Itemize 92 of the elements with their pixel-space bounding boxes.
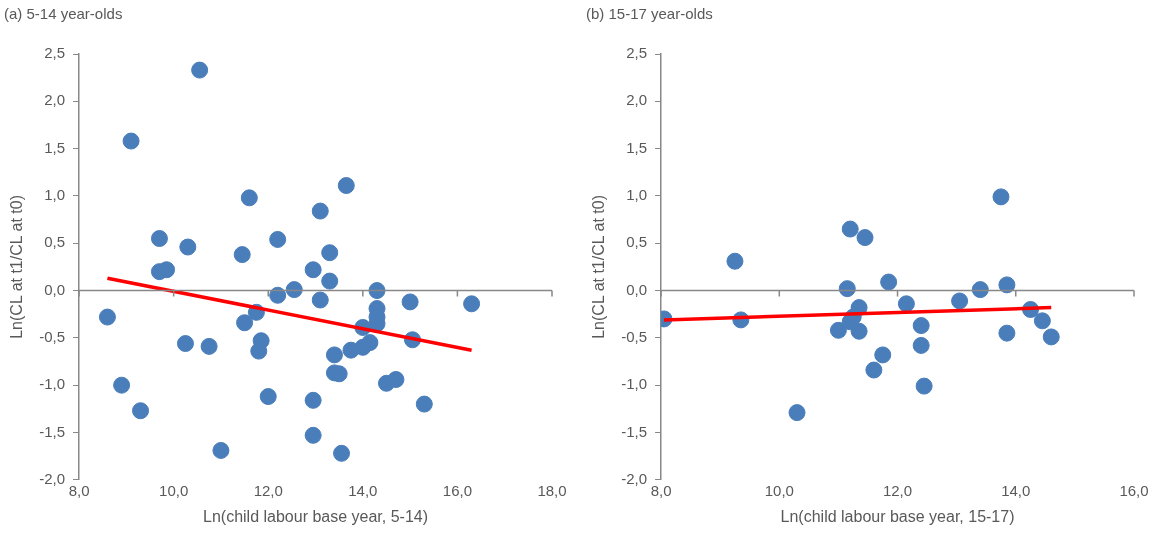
point bbox=[252, 332, 270, 350]
y-tick-label: 1,5 bbox=[44, 138, 66, 156]
x-axis-title: Ln(child labour base year, 5-14) bbox=[203, 507, 429, 525]
x-tick-label: 8,0 bbox=[650, 481, 672, 499]
point bbox=[897, 295, 915, 313]
point bbox=[1042, 328, 1060, 346]
x-tick-label: 10,0 bbox=[159, 481, 189, 499]
y-tick-label: -0,5 bbox=[621, 328, 648, 346]
point bbox=[337, 177, 355, 195]
x-tick-label: 16,0 bbox=[1119, 481, 1149, 499]
point bbox=[236, 314, 254, 332]
y-tick-label: -1,0 bbox=[621, 375, 648, 393]
y-tick-label: 2,5 bbox=[626, 44, 648, 62]
y-tick-label: 2,5 bbox=[44, 44, 66, 62]
chart-title: (b) 15-17 year-olds bbox=[586, 5, 713, 23]
chart-title: (a) 5-14 year-olds bbox=[4, 5, 123, 23]
point bbox=[829, 321, 847, 339]
point bbox=[788, 404, 806, 422]
x-tick-label: 14,0 bbox=[348, 481, 378, 499]
point bbox=[912, 317, 930, 335]
y-tick-label: -1,0 bbox=[39, 375, 66, 393]
point bbox=[311, 202, 329, 220]
point bbox=[865, 361, 883, 379]
point bbox=[259, 388, 277, 406]
point bbox=[304, 426, 322, 444]
point bbox=[415, 395, 433, 413]
point bbox=[200, 337, 218, 355]
y-tick-label: -0,5 bbox=[39, 328, 66, 346]
point bbox=[122, 132, 140, 150]
point bbox=[841, 220, 859, 238]
point bbox=[838, 280, 856, 298]
y-tick-label: 0,5 bbox=[44, 233, 66, 251]
point bbox=[179, 238, 197, 256]
point bbox=[1033, 312, 1051, 330]
point bbox=[856, 229, 874, 247]
point bbox=[304, 391, 322, 409]
x-tick-label: 10,0 bbox=[764, 481, 794, 499]
point bbox=[992, 188, 1010, 206]
x-tick-label: 12,0 bbox=[882, 481, 913, 499]
y-tick-label: -1,5 bbox=[39, 422, 66, 440]
y-tick-label: 2,0 bbox=[44, 91, 66, 109]
point bbox=[325, 346, 343, 364]
y-axis-title: Ln(CL at t1/CL at t0) bbox=[590, 195, 608, 339]
x-tick-label: 8,0 bbox=[68, 481, 90, 499]
point bbox=[269, 230, 287, 248]
point bbox=[850, 322, 868, 340]
x-tick-label: 16,0 bbox=[442, 481, 473, 499]
y-tick-label: 0,5 bbox=[626, 233, 648, 251]
y-tick-label: -1,5 bbox=[621, 422, 648, 440]
point bbox=[240, 189, 258, 207]
point bbox=[361, 334, 379, 352]
x-tick-label: 18,0 bbox=[537, 481, 567, 499]
x-tick-label: 14,0 bbox=[1001, 481, 1031, 499]
y-axis-title: Ln(CL at t1/CL at t0) bbox=[8, 195, 26, 339]
point bbox=[132, 402, 150, 420]
x-tick-label: 12,0 bbox=[253, 481, 283, 499]
point bbox=[98, 308, 116, 326]
point bbox=[212, 441, 230, 459]
point bbox=[311, 291, 329, 309]
point bbox=[880, 273, 898, 291]
point bbox=[387, 371, 405, 388]
y-tick-label: -2,0 bbox=[621, 469, 648, 487]
y-tick-label: 0,0 bbox=[44, 280, 66, 298]
point bbox=[912, 336, 930, 354]
point bbox=[191, 61, 209, 79]
y-tick-label: 1,0 bbox=[44, 186, 66, 204]
point bbox=[176, 335, 194, 353]
point bbox=[874, 346, 892, 364]
y-tick-label: -2,0 bbox=[39, 469, 66, 487]
point bbox=[233, 246, 251, 264]
point bbox=[951, 292, 969, 310]
y-tick-label: 1,5 bbox=[626, 138, 648, 156]
point bbox=[321, 272, 339, 290]
point bbox=[401, 293, 419, 311]
point bbox=[998, 324, 1016, 342]
point bbox=[304, 261, 322, 279]
point bbox=[333, 444, 351, 462]
y-tick-label: 2,0 bbox=[626, 91, 648, 109]
point bbox=[368, 282, 386, 300]
point bbox=[971, 281, 989, 299]
point bbox=[285, 281, 303, 299]
point bbox=[150, 230, 168, 248]
point bbox=[269, 286, 287, 304]
point bbox=[915, 377, 933, 395]
point bbox=[463, 295, 481, 313]
y-tick-label: 1,0 bbox=[626, 186, 648, 204]
point bbox=[113, 376, 131, 394]
point bbox=[998, 276, 1016, 294]
point bbox=[321, 244, 339, 262]
point bbox=[726, 252, 744, 270]
y-tick-label: 0,0 bbox=[626, 280, 648, 298]
x-axis-title: Ln(child labour base year, 15-17) bbox=[780, 507, 1015, 525]
